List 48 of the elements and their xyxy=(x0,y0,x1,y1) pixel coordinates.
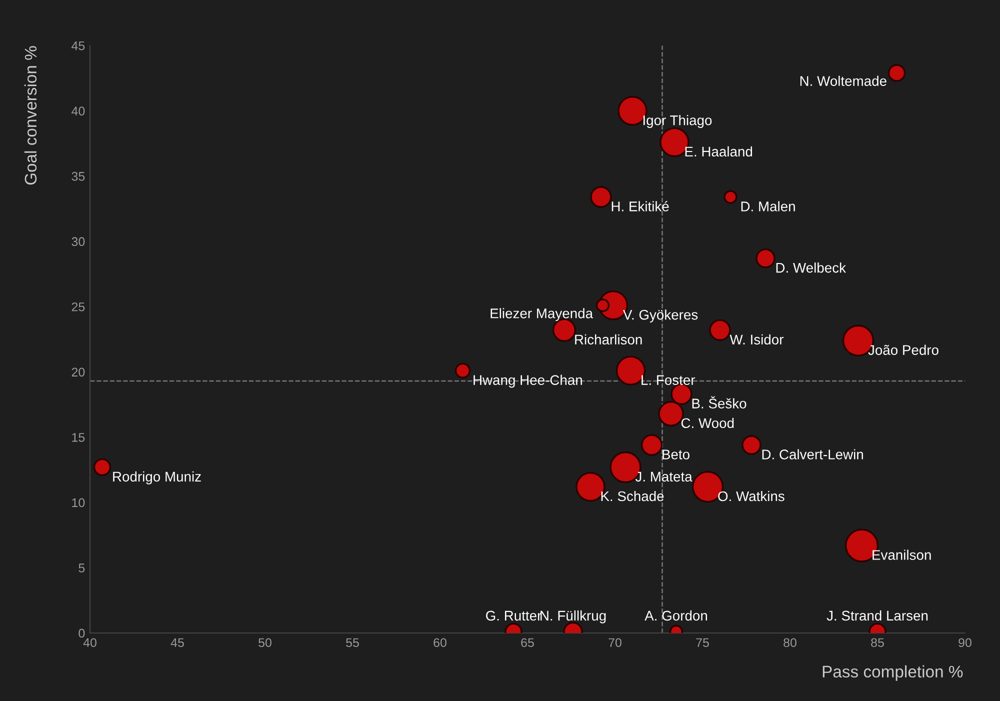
annotation: Eliezer Mayenda xyxy=(490,308,594,322)
annotation: Igor Thiago xyxy=(644,115,712,128)
annotation: N. Füllkrug xyxy=(540,610,606,624)
annotation: N. Woltemade xyxy=(800,76,886,86)
x-tick-label: 60 xyxy=(434,638,446,648)
annotation: D. Malen xyxy=(741,201,795,212)
y-tick-label: 20 xyxy=(72,368,85,377)
x-tick-label: 90 xyxy=(958,638,972,648)
annotation: V. Gyökeres xyxy=(623,310,698,322)
annotation: D. Calvert-Lewin xyxy=(762,449,863,460)
y-tick-label: 25 xyxy=(72,302,85,312)
x-tick-label: 75 xyxy=(696,638,709,648)
annotation: Richarlison xyxy=(575,334,642,345)
annotation: J. Strand Larsen xyxy=(826,610,928,621)
y-tick-label: 45 xyxy=(72,41,85,50)
y-tick-label: 0 xyxy=(78,628,85,638)
x-tick-label: 85 xyxy=(871,638,884,648)
y-tick-label: 15 xyxy=(72,433,85,442)
annotation: W. Isidor xyxy=(730,334,784,345)
y-axis-title: Goal conversion % xyxy=(24,46,37,185)
annotation: C. Wood xyxy=(681,418,734,428)
annotation: Beto xyxy=(662,450,690,460)
annotation: D. Welbeck xyxy=(776,262,846,273)
y-tick-label: 30 xyxy=(72,237,85,246)
annotation: João Pedro xyxy=(868,344,938,355)
y-tick-label: 5 xyxy=(78,564,85,572)
annotation: Hwang Hee-Chan xyxy=(474,374,582,388)
x-axis-title: Pass completion % xyxy=(822,665,963,681)
y-tick-label: 40 xyxy=(72,106,85,116)
x-tick-label: 55 xyxy=(346,638,359,648)
x-tick-label: 70 xyxy=(608,638,622,648)
annotation: A. Gordon xyxy=(644,610,708,621)
annotation: H. Ekitiké xyxy=(612,200,669,212)
annotation: O. Watkins xyxy=(718,490,784,502)
annotation: J. Mateta xyxy=(635,472,692,482)
x-tick-label: 45 xyxy=(170,638,184,648)
annotation: L. Foster xyxy=(642,375,696,385)
y-tick-label: 35 xyxy=(72,172,85,181)
y-tick-label: 10 xyxy=(72,498,85,508)
x-tick-label: 50 xyxy=(258,638,272,648)
x-tick-label: 65 xyxy=(521,638,534,648)
x-tick-label: 80 xyxy=(784,638,796,648)
annotation: Evanilson xyxy=(872,550,931,560)
annotation: Rodrigo Muniz xyxy=(113,471,201,484)
annotation: E. Haaland xyxy=(685,146,752,157)
annotation: G. Rutter xyxy=(486,610,542,621)
annotation: B. Šeško xyxy=(692,396,746,408)
annotation: K. Schade xyxy=(601,490,664,502)
